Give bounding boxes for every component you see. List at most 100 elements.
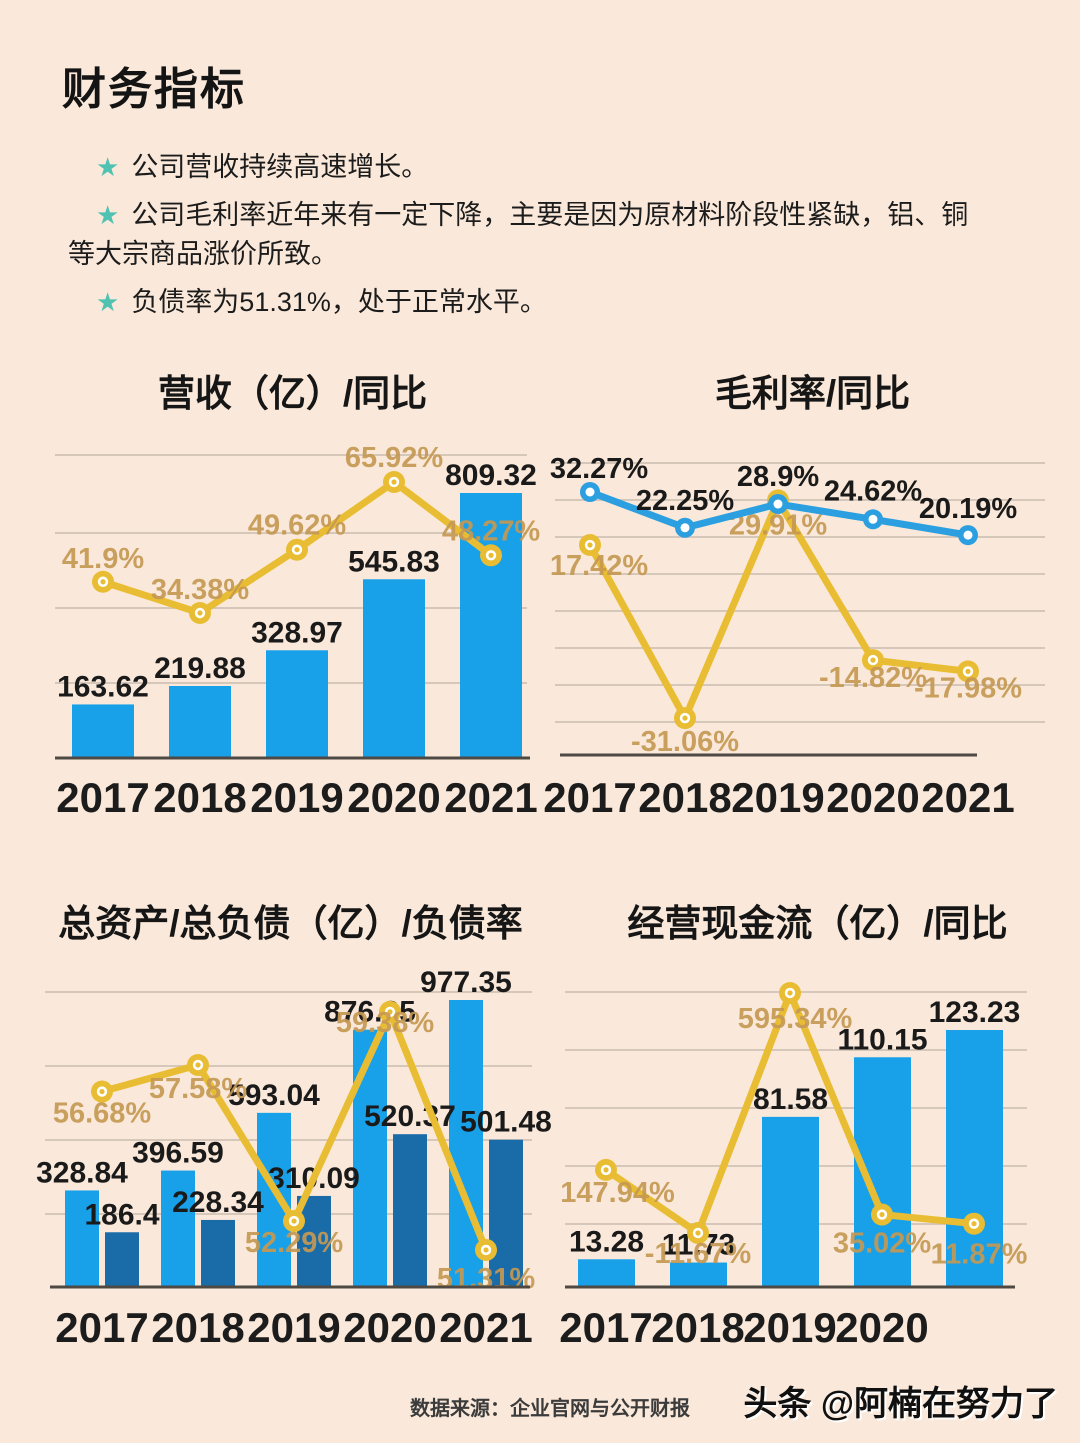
bar [72, 704, 134, 758]
marker-core [879, 1211, 885, 1218]
bar-value-label: 396.59 [132, 1137, 224, 1170]
marker-core [680, 523, 690, 533]
marker-core [682, 715, 688, 721]
bar-value-label: 593.04 [228, 1079, 320, 1112]
star-icon: ★ [96, 152, 120, 182]
bar [762, 1116, 819, 1287]
line-value-label: 11.87% [931, 1239, 1028, 1271]
line-value-label: 595.34% [738, 1003, 853, 1035]
bar [449, 1000, 483, 1287]
bar [266, 650, 328, 758]
bullet-text: 公司毛利率近年来有一定下降，主要是因为原材料阶段性紧缺，铝、铜等大宗商品涨价所致… [68, 199, 969, 269]
bullet-text: 负债率为51.31%，处于正常水平。 [131, 286, 547, 317]
line-value-label: -11.67% [645, 1238, 752, 1270]
bar [393, 1134, 427, 1287]
bar [257, 1112, 291, 1287]
x-axis-label: 2019 [743, 1304, 836, 1351]
series-同比: 41.9%34.38% 49.62% 65.92% 48.27% [62, 442, 541, 624]
bar [161, 1170, 195, 1287]
bar-value-label: 186.4 [84, 1198, 159, 1231]
x-axis-label: 2020 [347, 774, 440, 821]
bar-value-label: 520.37 [364, 1100, 456, 1133]
bar [105, 1232, 139, 1287]
line-value-label: 49.62% [248, 510, 347, 542]
marker-core [99, 1088, 105, 1095]
data-source-note: 数据来源：企业官网与公开财报 [410, 1398, 690, 1420]
chart-title-assets-liabilities: 总资产/总负债（亿）/负债率 [58, 903, 523, 944]
line-value-label: 35.02% [833, 1228, 932, 1260]
x-axis-labels: 2017 2018 2019 2020 2021 [543, 774, 1014, 821]
line-value-label: 34.38% [151, 574, 250, 606]
line-value-label: 22.25% [636, 485, 735, 517]
series-同比: 147.94% -11.67% 595.34% 35.02% 11.87% [560, 981, 1028, 1271]
marker-core [787, 990, 793, 996]
line-value-label: -17.98% [914, 672, 1022, 704]
bar [946, 1030, 1003, 1287]
chart-canvas-revenue: 163.62219.88328.97545.83809.3241.9%34.38… [55, 442, 541, 821]
bar [297, 1195, 331, 1287]
line-value-label: 48.27% [442, 515, 541, 547]
marker-core [197, 610, 203, 616]
marker-core [294, 547, 300, 553]
x-axis-label: 2018 [638, 774, 731, 821]
marker-core [585, 487, 595, 497]
bar-value-label: 81.58 [753, 1083, 828, 1116]
x-axis-label: 2018 [153, 774, 246, 821]
line-value-label: 41.9% [62, 543, 144, 575]
bullet-item: ★ 公司毛利率近年来有一定下降，主要是因为原材料阶段性紧缺，铝、铜等大宗商品涨价所… [68, 196, 990, 274]
bar-value-label: 328.84 [36, 1156, 128, 1189]
marker-core [603, 1167, 609, 1173]
x-axis-label: 2019 [247, 1304, 340, 1351]
page-title: 财务指标 [62, 65, 246, 114]
marker-core [587, 542, 593, 548]
bar [201, 1219, 235, 1287]
x-axis-label: 2019 [731, 774, 824, 821]
x-axis-labels: 2017 2018 2019 2020 2021 [55, 1304, 532, 1351]
x-axis-label: 2019 [250, 774, 343, 821]
star-icon: ★ [96, 199, 120, 230]
bar [169, 686, 231, 758]
line-value-label: 147.94% [560, 1177, 675, 1209]
marker-core [391, 479, 397, 485]
marker-core [488, 552, 494, 558]
bar-value-label: 163.62 [57, 670, 149, 703]
marker-core [483, 1247, 489, 1253]
marker-core [195, 1062, 201, 1068]
bar [363, 579, 425, 758]
bar [489, 1139, 523, 1287]
x-axis-label: 2021 [439, 1304, 532, 1351]
marker-core [773, 499, 783, 509]
star-icon: ★ [96, 286, 120, 317]
x-axis-label: 2017 [56, 774, 149, 821]
marker-core [100, 579, 106, 585]
bar-value-label: 328.97 [251, 616, 343, 649]
x-axis-label: 2021 [444, 774, 537, 821]
watermark: 头条 @阿楠在努力了 [743, 1385, 1058, 1423]
x-axis-label: 2020 [835, 1304, 928, 1351]
bullet-text: 公司营收持续高速增长。 [131, 152, 429, 182]
chart-title-cash-flow: 经营现金流（亿）/同比 [627, 903, 1008, 944]
bar-value-label: 13.28 [569, 1225, 644, 1258]
marker-core [291, 1218, 297, 1224]
bar [65, 1190, 99, 1287]
chart-title-gross-margin: 毛利率/同比 [714, 373, 911, 414]
marker-core [971, 1221, 977, 1227]
marker-core [695, 1230, 701, 1236]
bar-value-label: 545.83 [348, 545, 440, 578]
series-毛利率: 32.27%22.25%28.9% 24.62%20.19% [550, 453, 1017, 546]
bar-value-label: 110.15 [837, 1023, 927, 1056]
x-axis-label: 2017 [559, 1304, 652, 1351]
series-负债率: 56.68%57.58% 52.29% 59.38% 51.31% [53, 1000, 535, 1295]
bar-value-label: 501.48 [460, 1106, 552, 1139]
line-value-label: 24.62% [824, 475, 923, 507]
bar-value-label: 977.35 [420, 966, 512, 999]
bar [353, 1029, 387, 1287]
bar-value-label: 219.88 [154, 652, 246, 685]
